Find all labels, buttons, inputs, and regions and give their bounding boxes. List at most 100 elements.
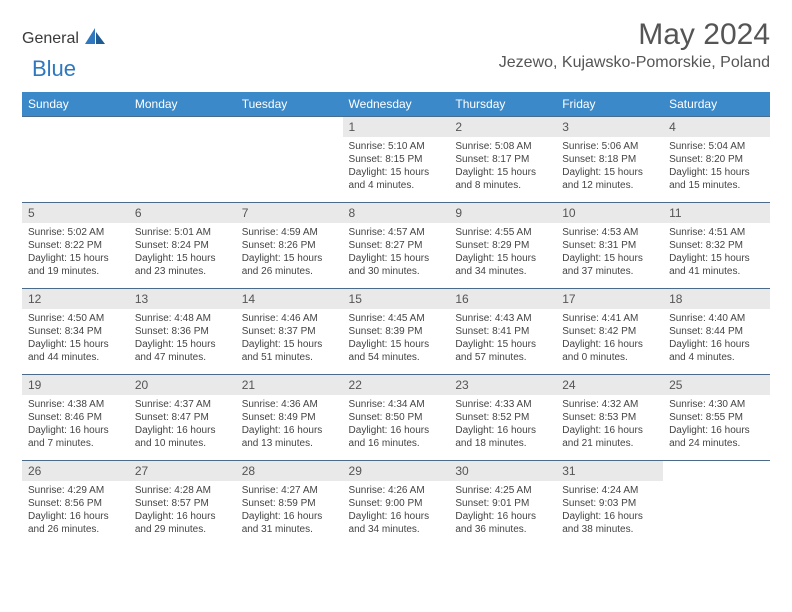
day-number: 13 [129, 289, 236, 309]
day-details: Sunrise: 4:40 AMSunset: 8:44 PMDaylight:… [663, 309, 770, 370]
calendar-cell: 27Sunrise: 4:28 AMSunset: 8:57 PMDayligh… [129, 461, 236, 547]
weekday-header: Saturday [663, 92, 770, 117]
day-number: 7 [236, 203, 343, 223]
calendar-cell: 7Sunrise: 4:59 AMSunset: 8:26 PMDaylight… [236, 203, 343, 289]
weekday-header: Thursday [449, 92, 556, 117]
calendar-cell: 13Sunrise: 4:48 AMSunset: 8:36 PMDayligh… [129, 289, 236, 375]
calendar-cell: 21Sunrise: 4:36 AMSunset: 8:49 PMDayligh… [236, 375, 343, 461]
day-number: 31 [556, 461, 663, 481]
day-number: 30 [449, 461, 556, 481]
day-details: Sunrise: 5:01 AMSunset: 8:24 PMDaylight:… [129, 223, 236, 284]
day-number: 29 [343, 461, 450, 481]
day-details: Sunrise: 4:30 AMSunset: 8:55 PMDaylight:… [663, 395, 770, 456]
weekday-header-row: SundayMondayTuesdayWednesdayThursdayFrid… [22, 92, 770, 117]
day-details: Sunrise: 4:41 AMSunset: 8:42 PMDaylight:… [556, 309, 663, 370]
calendar-row: 5Sunrise: 5:02 AMSunset: 8:22 PMDaylight… [22, 203, 770, 289]
day-number: 19 [22, 375, 129, 395]
calendar-cell [129, 117, 236, 203]
day-details: Sunrise: 5:10 AMSunset: 8:15 PMDaylight:… [343, 137, 450, 198]
calendar-cell: 24Sunrise: 4:32 AMSunset: 8:53 PMDayligh… [556, 375, 663, 461]
calendar-cell: 2Sunrise: 5:08 AMSunset: 8:17 PMDaylight… [449, 117, 556, 203]
calendar-cell [22, 117, 129, 203]
calendar-cell: 4Sunrise: 5:04 AMSunset: 8:20 PMDaylight… [663, 117, 770, 203]
day-number: 16 [449, 289, 556, 309]
day-number: 1 [343, 117, 450, 137]
day-number: 27 [129, 461, 236, 481]
day-number: 4 [663, 117, 770, 137]
calendar-row: 12Sunrise: 4:50 AMSunset: 8:34 PMDayligh… [22, 289, 770, 375]
location-subtitle: Jezewo, Kujawsko-Pomorskie, Poland [499, 54, 770, 72]
calendar-cell: 8Sunrise: 4:57 AMSunset: 8:27 PMDaylight… [343, 203, 450, 289]
day-details: Sunrise: 4:55 AMSunset: 8:29 PMDaylight:… [449, 223, 556, 284]
day-details: Sunrise: 5:04 AMSunset: 8:20 PMDaylight:… [663, 137, 770, 198]
day-number: 23 [449, 375, 556, 395]
brand-logo: General [22, 26, 109, 51]
day-details: Sunrise: 4:43 AMSunset: 8:41 PMDaylight:… [449, 309, 556, 370]
day-number: 25 [663, 375, 770, 395]
day-number: 10 [556, 203, 663, 223]
day-details: Sunrise: 4:34 AMSunset: 8:50 PMDaylight:… [343, 395, 450, 456]
day-number: 2 [449, 117, 556, 137]
calendar-row: 19Sunrise: 4:38 AMSunset: 8:46 PMDayligh… [22, 375, 770, 461]
day-details: Sunrise: 4:50 AMSunset: 8:34 PMDaylight:… [22, 309, 129, 370]
calendar-cell: 5Sunrise: 5:02 AMSunset: 8:22 PMDaylight… [22, 203, 129, 289]
calendar-cell: 1Sunrise: 5:10 AMSunset: 8:15 PMDaylight… [343, 117, 450, 203]
calendar-cell: 15Sunrise: 4:45 AMSunset: 8:39 PMDayligh… [343, 289, 450, 375]
brand-text-1: General [22, 30, 79, 48]
calendar-cell [663, 461, 770, 547]
day-number: 15 [343, 289, 450, 309]
brand-text-2: Blue [32, 56, 76, 82]
month-title: May 2024 [499, 18, 770, 52]
day-details: Sunrise: 4:48 AMSunset: 8:36 PMDaylight:… [129, 309, 236, 370]
sail-icon [83, 26, 107, 51]
weekday-header: Sunday [22, 92, 129, 117]
calendar-cell: 30Sunrise: 4:25 AMSunset: 9:01 PMDayligh… [449, 461, 556, 547]
calendar-cell: 22Sunrise: 4:34 AMSunset: 8:50 PMDayligh… [343, 375, 450, 461]
day-number: 17 [556, 289, 663, 309]
day-details: Sunrise: 5:06 AMSunset: 8:18 PMDaylight:… [556, 137, 663, 198]
day-details: Sunrise: 5:02 AMSunset: 8:22 PMDaylight:… [22, 223, 129, 284]
day-number: 28 [236, 461, 343, 481]
day-details: Sunrise: 4:28 AMSunset: 8:57 PMDaylight:… [129, 481, 236, 542]
day-details: Sunrise: 4:36 AMSunset: 8:49 PMDaylight:… [236, 395, 343, 456]
day-details: Sunrise: 4:57 AMSunset: 8:27 PMDaylight:… [343, 223, 450, 284]
day-details: Sunrise: 4:25 AMSunset: 9:01 PMDaylight:… [449, 481, 556, 542]
day-details: Sunrise: 4:26 AMSunset: 9:00 PMDaylight:… [343, 481, 450, 542]
weekday-header: Wednesday [343, 92, 450, 117]
day-details: Sunrise: 4:33 AMSunset: 8:52 PMDaylight:… [449, 395, 556, 456]
day-number: 18 [663, 289, 770, 309]
day-details: Sunrise: 4:59 AMSunset: 8:26 PMDaylight:… [236, 223, 343, 284]
calendar-cell: 31Sunrise: 4:24 AMSunset: 9:03 PMDayligh… [556, 461, 663, 547]
calendar-cell: 18Sunrise: 4:40 AMSunset: 8:44 PMDayligh… [663, 289, 770, 375]
calendar-cell: 12Sunrise: 4:50 AMSunset: 8:34 PMDayligh… [22, 289, 129, 375]
weekday-header: Friday [556, 92, 663, 117]
day-number: 5 [22, 203, 129, 223]
day-number: 3 [556, 117, 663, 137]
day-number: 24 [556, 375, 663, 395]
day-number: 20 [129, 375, 236, 395]
calendar-cell: 29Sunrise: 4:26 AMSunset: 9:00 PMDayligh… [343, 461, 450, 547]
calendar-cell: 20Sunrise: 4:37 AMSunset: 8:47 PMDayligh… [129, 375, 236, 461]
day-details: Sunrise: 5:08 AMSunset: 8:17 PMDaylight:… [449, 137, 556, 198]
day-details: Sunrise: 4:51 AMSunset: 8:32 PMDaylight:… [663, 223, 770, 284]
calendar-cell: 17Sunrise: 4:41 AMSunset: 8:42 PMDayligh… [556, 289, 663, 375]
calendar-cell [236, 117, 343, 203]
calendar-cell: 16Sunrise: 4:43 AMSunset: 8:41 PMDayligh… [449, 289, 556, 375]
day-details: Sunrise: 4:29 AMSunset: 8:56 PMDaylight:… [22, 481, 129, 542]
calendar-row: 1Sunrise: 5:10 AMSunset: 8:15 PMDaylight… [22, 117, 770, 203]
calendar-cell: 19Sunrise: 4:38 AMSunset: 8:46 PMDayligh… [22, 375, 129, 461]
day-details: Sunrise: 4:45 AMSunset: 8:39 PMDaylight:… [343, 309, 450, 370]
day-number: 26 [22, 461, 129, 481]
day-number: 11 [663, 203, 770, 223]
day-number: 14 [236, 289, 343, 309]
calendar-cell: 11Sunrise: 4:51 AMSunset: 8:32 PMDayligh… [663, 203, 770, 289]
calendar-cell: 3Sunrise: 5:06 AMSunset: 8:18 PMDaylight… [556, 117, 663, 203]
day-details: Sunrise: 4:27 AMSunset: 8:59 PMDaylight:… [236, 481, 343, 542]
calendar-cell: 28Sunrise: 4:27 AMSunset: 8:59 PMDayligh… [236, 461, 343, 547]
day-number: 22 [343, 375, 450, 395]
calendar-cell: 6Sunrise: 5:01 AMSunset: 8:24 PMDaylight… [129, 203, 236, 289]
day-number: 21 [236, 375, 343, 395]
weekday-header: Monday [129, 92, 236, 117]
calendar-cell: 23Sunrise: 4:33 AMSunset: 8:52 PMDayligh… [449, 375, 556, 461]
calendar-row: 26Sunrise: 4:29 AMSunset: 8:56 PMDayligh… [22, 461, 770, 547]
